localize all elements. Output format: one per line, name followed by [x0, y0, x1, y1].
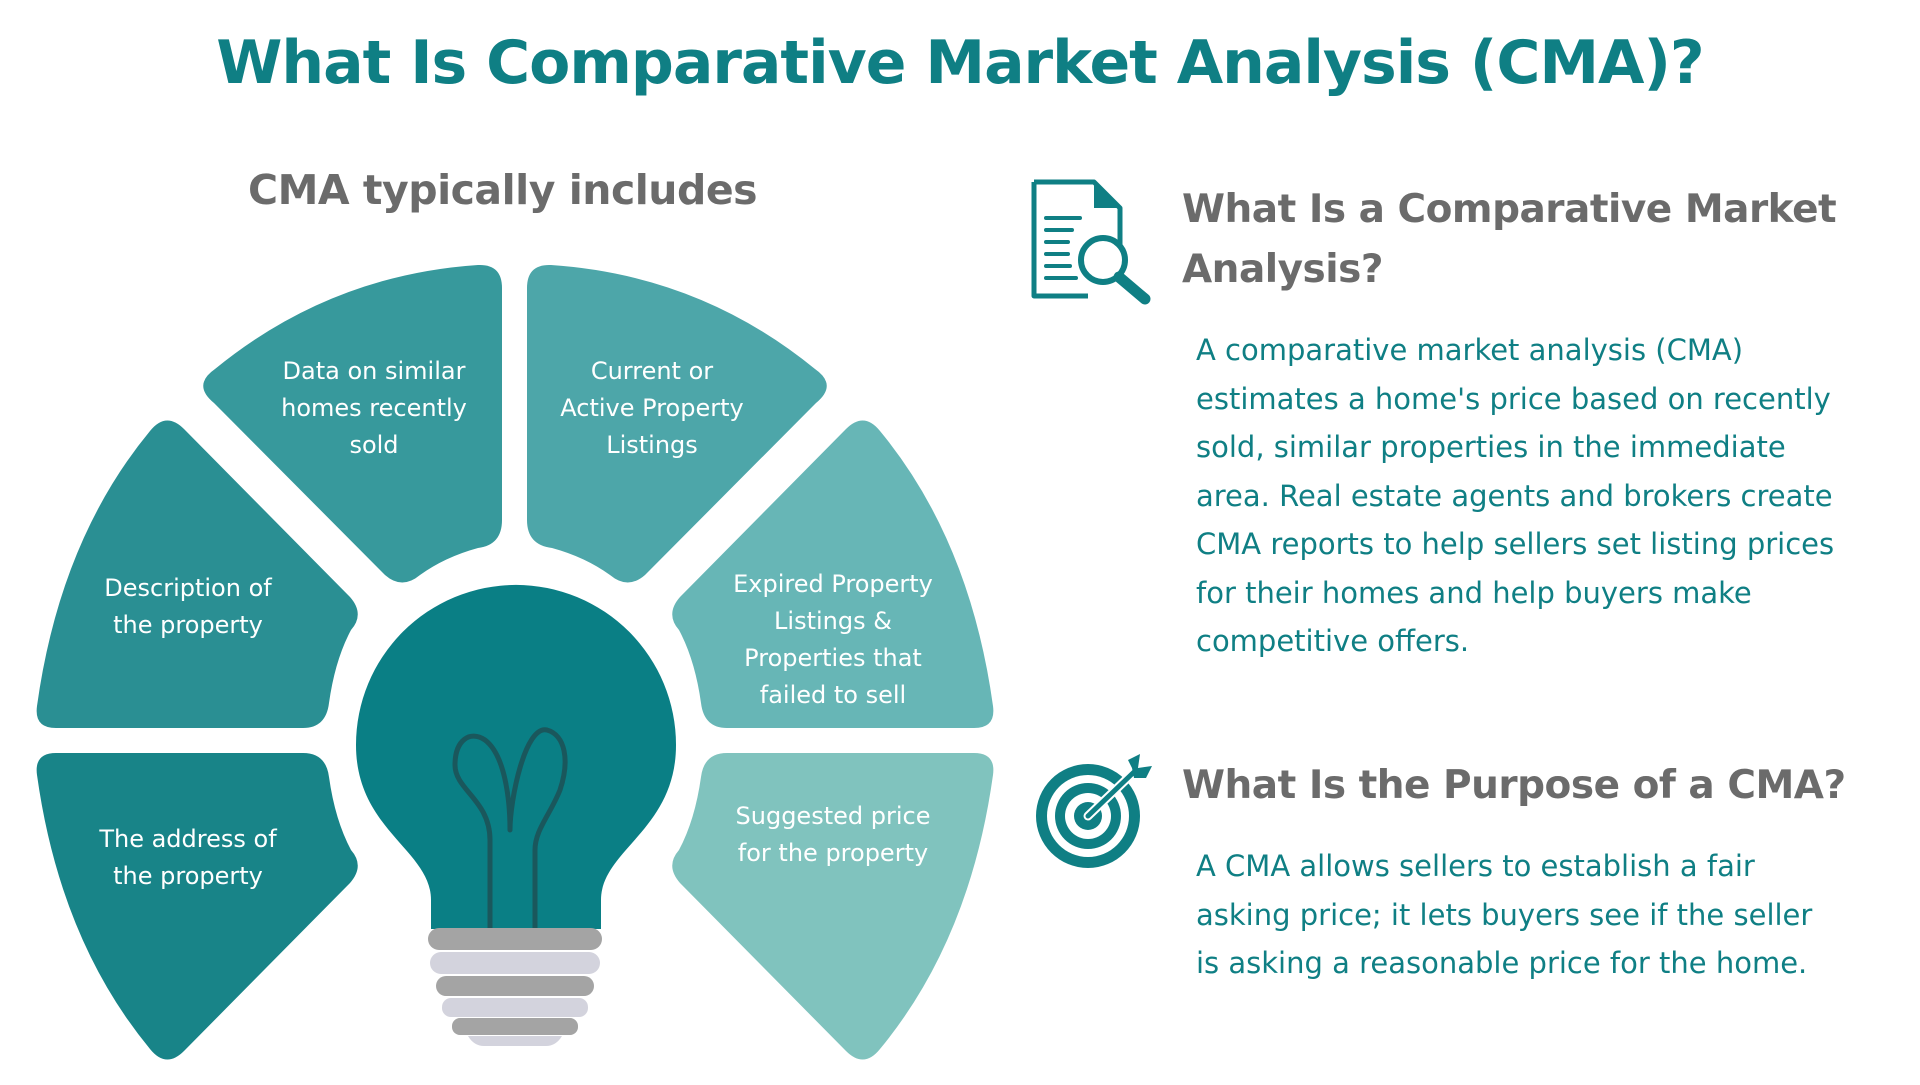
target-icon-svg	[1036, 754, 1152, 868]
segment-label-active-listings: Current or Active Property Listings	[560, 357, 744, 459]
section-heading-purpose: What Is the Purpose of a CMA?	[1182, 763, 1846, 808]
bulb-filament	[452, 727, 568, 931]
bulb-base-ring	[436, 976, 594, 996]
segment-suggested-price	[672, 753, 994, 1060]
bulb-base-ring	[428, 928, 602, 950]
segment-label-suggested-price: Suggested price for the property	[735, 802, 931, 867]
segment-expired-listings	[672, 420, 994, 728]
section-heading-what-is-cma: What Is a Comparative Market Analysis?	[1182, 187, 1837, 292]
bulb-glass	[355, 584, 677, 929]
segment-active-listings	[527, 264, 827, 583]
segment-label-expired-listings: Expired Property Listings & Properties t…	[733, 570, 933, 709]
diagram-svg	[36, 264, 994, 1060]
document-search-icon	[1028, 176, 1158, 311]
document-search-icon-svg	[1031, 179, 1151, 305]
diagram-heading: CMA typically includes	[248, 166, 758, 214]
section-body-what-is-cma: A comparative market analysis (CMA) esti…	[1196, 333, 1835, 658]
bulb-base-ring	[442, 998, 588, 1017]
page-title: What Is Comparative Market Analysis (CMA…	[216, 28, 1704, 98]
segment-address	[36, 753, 358, 1060]
section-body-purpose: A CMA allows sellers to establish a fair…	[1196, 849, 1813, 980]
cma-diagram: Data on similar homes recently sold Curr…	[36, 264, 994, 1060]
bulb-base-ring	[452, 1018, 578, 1035]
segment-label-description: Description of the property	[104, 574, 272, 639]
bulb-base-tip	[468, 1036, 562, 1046]
segment-label-recent-sales: Data on similar homes recently sold	[281, 357, 467, 459]
segment-description	[36, 420, 358, 728]
lightbulb-icon	[355, 584, 677, 1046]
segment-label-address: The address of the property	[99, 825, 277, 890]
target-icon	[1028, 750, 1168, 875]
segment-recent-sales	[203, 264, 502, 583]
bulb-base-ring	[430, 952, 600, 974]
